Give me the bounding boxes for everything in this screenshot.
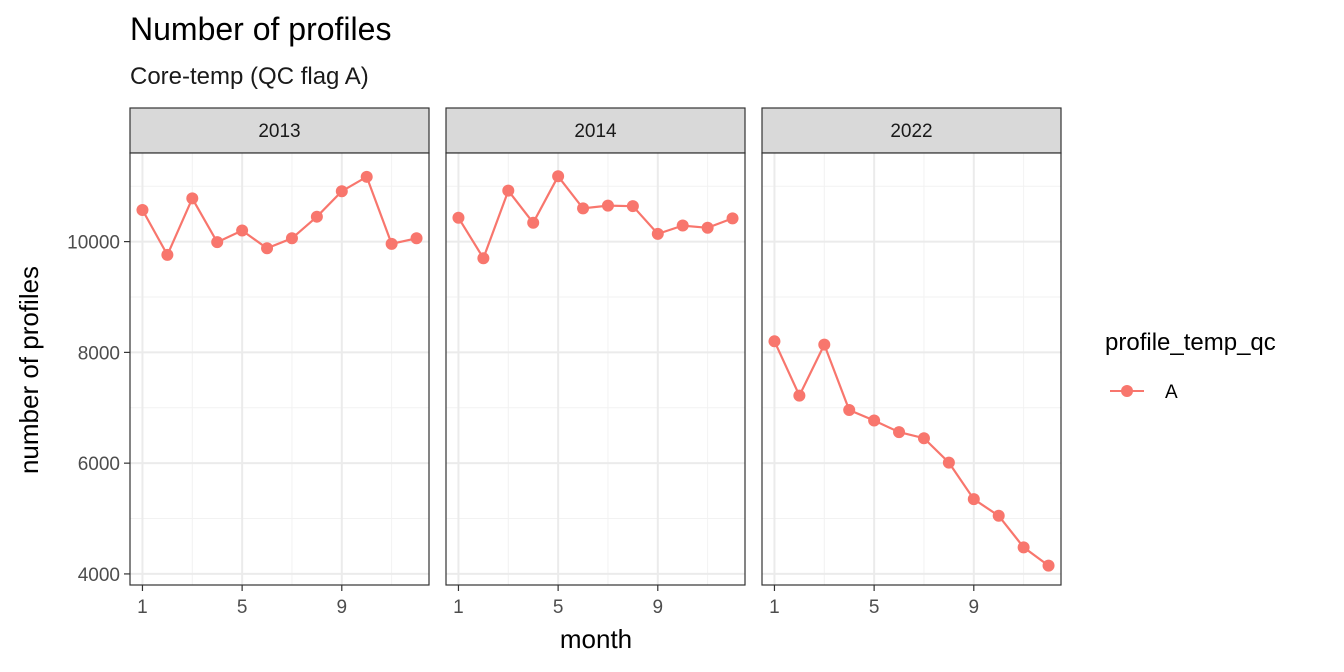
data-point — [410, 232, 423, 245]
data-point — [236, 224, 249, 237]
data-point — [335, 185, 348, 198]
data-point — [136, 204, 149, 217]
series-line-A — [773, 340, 1050, 567]
x-tick-label: 1 — [453, 597, 464, 618]
panel-background — [446, 153, 745, 585]
data-point — [601, 199, 614, 212]
facet-panel-2013: 2013 1 5 9 — [129, 107, 430, 618]
data-point — [701, 221, 714, 234]
legend: profile_temp_qc A — [1105, 329, 1276, 403]
data-point — [626, 200, 639, 213]
x-tick-label: 1 — [769, 597, 780, 618]
x-tick-label: 9 — [653, 597, 664, 618]
x-tick-label: 9 — [969, 597, 980, 618]
facet-strip-label: 2014 — [574, 121, 617, 142]
data-point — [211, 236, 224, 249]
legend-title: profile_temp_qc — [1105, 329, 1276, 356]
facet-strip — [129, 107, 430, 154]
data-point — [676, 219, 689, 232]
facet-strip-label: 2013 — [258, 121, 300, 142]
y-tick-label: 4000 — [78, 565, 120, 586]
data-point — [285, 232, 298, 245]
data-point — [310, 210, 323, 223]
facet-panel-2014: 2014 1 5 9 — [445, 107, 746, 618]
data-point — [261, 242, 274, 255]
data-point — [527, 216, 540, 229]
data-point — [502, 184, 515, 197]
y-tick-label: 10000 — [67, 233, 120, 254]
y-axis-title: number of profiles — [14, 266, 44, 474]
series-line-A — [141, 175, 417, 258]
y-tick-label: 6000 — [78, 454, 120, 475]
data-point — [1042, 559, 1055, 572]
y-tick-label: 8000 — [78, 343, 120, 364]
data-point — [893, 426, 906, 439]
facet-strip — [761, 107, 1062, 154]
x-axis-title: month — [560, 624, 632, 654]
facet-panel-2022: 2022 1 5 9 — [761, 107, 1062, 618]
chart-title: Number of profiles — [130, 11, 391, 47]
data-point — [992, 509, 1005, 522]
y-axis: 4000 6000 8000 10000 — [67, 233, 130, 586]
data-point — [843, 403, 856, 416]
x-tick-label: 5 — [553, 597, 564, 618]
data-point — [868, 414, 881, 427]
panel-border — [761, 152, 1062, 586]
facet-strip — [445, 107, 746, 154]
legend-label: A — [1165, 382, 1178, 403]
x-tick-label: 5 — [237, 597, 248, 618]
data-point — [452, 211, 465, 224]
facet-panels: 2013 1 5 9 2014 1 5 9 2022 1 5 9 — [129, 107, 1062, 618]
data-point — [818, 338, 831, 351]
data-point — [360, 170, 373, 183]
legend-key-point — [1121, 385, 1133, 397]
panel-border — [129, 152, 430, 586]
chart-subtitle: Core-temp (QC flag A) — [130, 63, 369, 90]
data-point — [967, 493, 980, 506]
data-point — [552, 170, 565, 183]
data-point — [917, 432, 930, 445]
panel-background — [762, 153, 1061, 585]
x-tick-label: 5 — [869, 597, 880, 618]
data-point — [385, 237, 398, 250]
data-point — [577, 202, 590, 215]
data-point — [768, 335, 781, 348]
x-tick-label: 1 — [137, 597, 148, 618]
data-point — [942, 456, 955, 469]
data-point — [651, 227, 664, 240]
panel-border — [445, 152, 746, 586]
data-point — [793, 389, 806, 402]
facet-strip-label: 2022 — [890, 121, 932, 142]
data-point — [161, 248, 174, 261]
data-point — [477, 252, 490, 265]
data-point — [186, 192, 199, 205]
data-point — [1017, 541, 1030, 554]
panel-background — [130, 153, 429, 585]
data-point — [726, 212, 739, 225]
x-tick-label: 9 — [337, 597, 348, 618]
